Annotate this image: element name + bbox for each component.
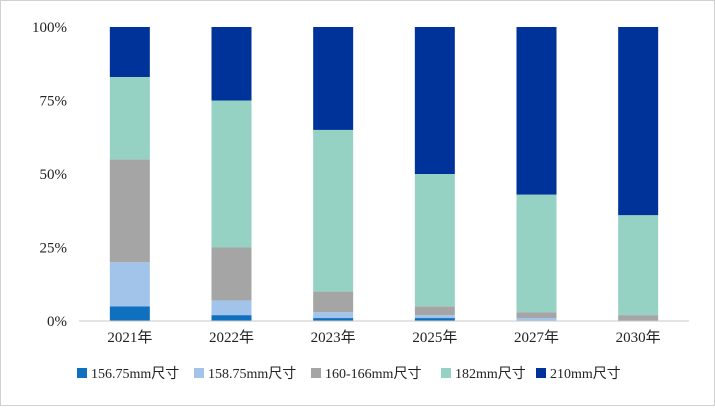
bar-segment-0-1: [211, 315, 252, 321]
bar-segment-4-1: [211, 27, 252, 101]
legend-label: 158.75mm尺寸: [208, 366, 296, 382]
bar-segment-3-2: [313, 129, 354, 292]
bar-segment-1-4: [516, 318, 557, 321]
x-tick-label: 2027年: [514, 329, 559, 346]
bar-segment-0-2: [313, 318, 354, 321]
y-tick-label: 50%: [40, 167, 68, 183]
legend-label: 156.75mm尺寸: [91, 366, 179, 382]
bar-segment-3-4: [516, 194, 557, 313]
legend-item: 156.75mm尺寸: [77, 366, 179, 382]
legend: 156.75mm尺寸 158.75mm尺寸 160-166mm尺寸 182mm尺寸 21…: [77, 366, 621, 382]
bars: [109, 27, 659, 321]
legend-item: 182mm尺寸: [441, 366, 526, 382]
y-tick-label: 25%: [40, 241, 68, 257]
x-axis: 2021年 2022年 2023年 2025年 2027年 2030年: [107, 329, 660, 346]
x-tick-label: 2025年: [412, 329, 457, 346]
bar-segment-2-4: [516, 312, 557, 319]
bar-segment-4-3: [414, 27, 455, 174]
bar-segment-1-2: [313, 312, 354, 319]
bar-segment-0-3: [414, 318, 455, 321]
x-tick-label: 2021年: [107, 329, 152, 346]
bar-segment-4-4: [516, 27, 557, 195]
bar-segment-3-1: [211, 100, 252, 248]
legend-swatch: [441, 368, 451, 378]
bar-segment-4-5: [618, 27, 659, 216]
legend-swatch: [536, 368, 546, 378]
x-tick-label: 2023年: [311, 329, 356, 346]
bar-segment-3-5: [618, 215, 659, 316]
bar-segment-0-0: [109, 306, 150, 321]
legend-label: 210mm尺寸: [550, 366, 621, 382]
bar-segment-2-0: [109, 159, 150, 263]
bar-segment-3-0: [109, 76, 150, 160]
bar-segment-2-5: [618, 315, 659, 321]
legend-swatch: [77, 368, 87, 378]
y-tick-label: 100%: [32, 20, 67, 36]
legend-item: 210mm尺寸: [536, 366, 621, 382]
bar-segment-2-1: [211, 247, 252, 301]
y-axis: 0% 25% 50% 75% 100%: [32, 20, 67, 330]
x-tick-label: 2030年: [616, 329, 661, 346]
bar-segment-4-0: [109, 27, 150, 77]
y-tick-label: 0%: [47, 314, 67, 330]
bar-segment-1-0: [109, 262, 150, 307]
bar-segment-1-1: [211, 300, 252, 316]
legend-item: 160-166mm尺寸: [311, 366, 421, 382]
legend-label: 182mm尺寸: [455, 366, 526, 382]
bar-segment-2-2: [313, 291, 354, 313]
y-tick-label: 75%: [40, 94, 68, 110]
bar-segment-4-2: [313, 27, 354, 130]
bar-segment-3-3: [414, 174, 455, 307]
legend-swatch: [311, 368, 321, 378]
legend-item: 158.75mm尺寸: [194, 366, 296, 382]
x-tick-label: 2022年: [209, 329, 254, 346]
bar-segment-2-3: [414, 306, 455, 316]
bar-segment-1-3: [414, 315, 455, 319]
legend-label: 160-166mm尺寸: [325, 366, 421, 382]
legend-swatch: [194, 368, 204, 378]
